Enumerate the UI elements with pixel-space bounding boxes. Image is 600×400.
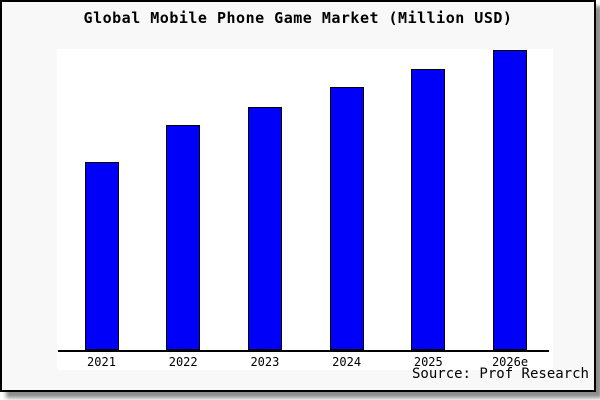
x-tick-label-2022: 2022 (168, 355, 198, 369)
x-axis-line (58, 350, 549, 352)
x-tick-label-2021: 2021 (87, 355, 116, 369)
bar-2024 (329, 87, 364, 350)
x-tick-label-2026e: 2026e (491, 355, 529, 369)
chart-title: Global Mobile Phone Game Market (Million… (83, 9, 513, 27)
x-tick-label-2023: 2023 (250, 355, 280, 369)
source-credit: Source: Prof Research (411, 366, 589, 382)
bar-2021 (84, 162, 119, 350)
bar-2023 (247, 107, 282, 350)
bar-2026e (493, 50, 527, 350)
bar-2025 (411, 69, 446, 350)
chart-figure-frame: Global Mobile Phone Game Market (Million… (0, 0, 596, 392)
plot-area: 2021 2022 2023 2024 2025 2026e (57, 49, 553, 370)
x-tick-label-2024: 2024 (332, 355, 362, 369)
bar-2022 (166, 125, 201, 350)
x-tick-label-2025: 2025 (413, 355, 443, 369)
